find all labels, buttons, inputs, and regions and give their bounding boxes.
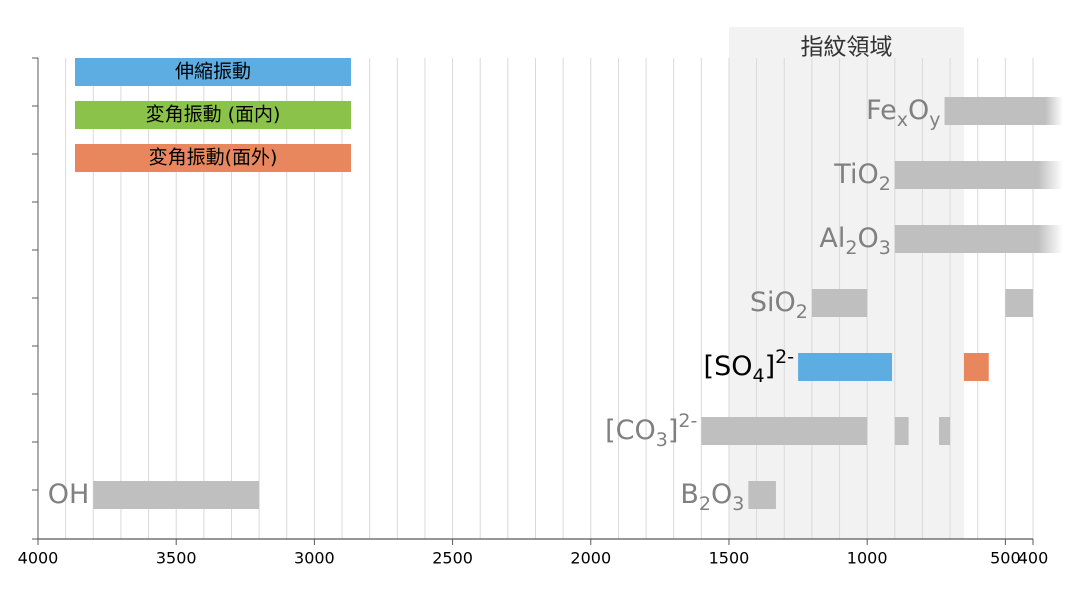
band-bar — [748, 481, 776, 509]
region-label: 指紋領域 — [800, 35, 892, 61]
label-part: 2- — [775, 346, 794, 368]
band-bar — [811, 289, 868, 317]
background-layer: 指紋領域 — [728, 27, 964, 539]
legend-swatch — [75, 58, 351, 86]
label-part: [CO — [605, 415, 656, 446]
label-part: 2 — [845, 237, 857, 259]
legend-label: 伸縮振動 — [175, 61, 251, 83]
label-part: OH — [48, 479, 90, 510]
band-bar — [93, 481, 260, 509]
label-part: x — [897, 109, 908, 131]
band-label: B2O3 — [680, 479, 744, 515]
label-part: B — [680, 479, 699, 510]
legend-swatch — [75, 101, 351, 129]
x-tick-label: 1000 — [847, 549, 888, 568]
legend-label: 変角振動(面外) — [149, 147, 278, 169]
band-label: SiO2 — [750, 287, 808, 323]
x-tick-label: 4000 — [18, 549, 59, 568]
band-label: TiO2 — [833, 159, 891, 195]
label-part: 3 — [879, 237, 891, 259]
band-bar — [798, 353, 893, 381]
band-label: [SO4]2- — [704, 346, 795, 387]
label-part: 3 — [656, 429, 668, 451]
band-label: FexOy — [866, 95, 940, 131]
x-tick-label: 2500 — [432, 549, 473, 568]
x-tick-label: 3500 — [156, 549, 197, 568]
label-part: O — [711, 479, 732, 510]
label-part: Fe — [866, 95, 897, 126]
band-label: [CO3]2- — [605, 410, 697, 451]
band-bar — [963, 353, 989, 381]
label-part: 2 — [879, 173, 891, 195]
label-part: [SO — [704, 351, 753, 382]
band-bar — [701, 417, 868, 445]
band-bar — [894, 225, 1063, 253]
x-tick-label: 400 — [1018, 549, 1049, 568]
y-axis — [32, 57, 39, 540]
x-tick-label: 1500 — [709, 549, 750, 568]
label-part: TiO — [833, 159, 878, 190]
band-bar — [944, 97, 1063, 125]
band-label: Al2O3 — [819, 223, 890, 259]
label-part: ] — [765, 351, 776, 382]
label-part: 2 — [699, 493, 711, 515]
label-part: 4 — [752, 365, 764, 387]
label-part: 3 — [732, 493, 744, 515]
legend-swatch — [75, 144, 351, 172]
label-part: Al — [819, 223, 845, 254]
band-bar — [1005, 289, 1033, 317]
label-part: y — [929, 109, 940, 131]
label-part: O — [857, 223, 878, 254]
x-tick-label: 500 — [990, 549, 1021, 568]
x-tick-label: 2000 — [570, 549, 611, 568]
band-bar — [894, 417, 909, 445]
band-label: OH — [48, 479, 90, 510]
label-part: SiO — [750, 287, 796, 318]
x-tick-label: 3000 — [294, 549, 335, 568]
label-part: O — [908, 95, 929, 126]
label-part: 2 — [796, 301, 808, 323]
label-part: ] — [668, 415, 679, 446]
legend-label: 変角振動 (面内) — [146, 104, 281, 126]
label-part: 2- — [678, 410, 697, 432]
band-bar — [894, 161, 1063, 189]
region-band — [728, 27, 964, 539]
band-bar — [939, 417, 951, 445]
